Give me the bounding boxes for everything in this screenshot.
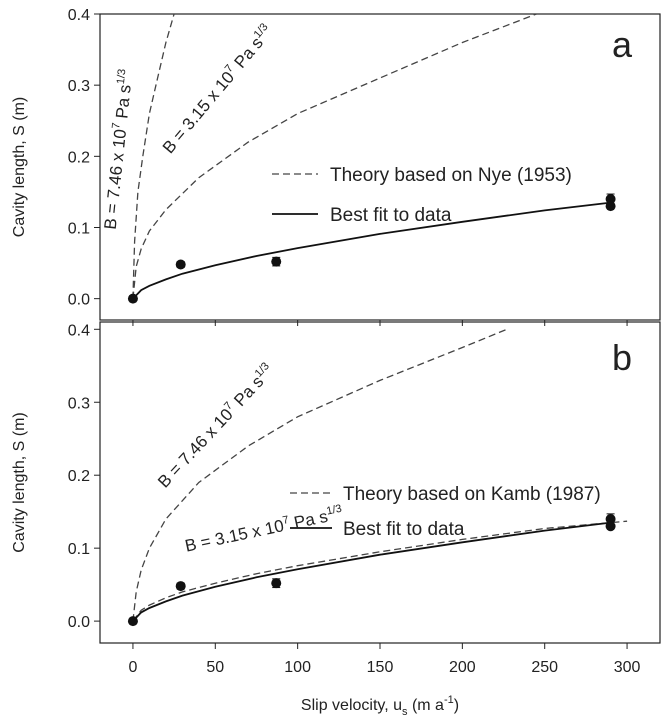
y-tick-label: 0.4 [68,7,90,24]
data-point [605,194,616,205]
annotation-exp: 1/3 [325,503,342,518]
curve-annotation: B = 7.46 x 107 Pa s1/3 [153,360,277,491]
data-point [175,259,186,270]
x-tick-label: 100 [284,659,311,676]
x-tick-label: 0 [128,659,137,676]
curve [132,14,537,299]
data-point [271,256,282,267]
x-axis-label-part: ) [454,697,459,714]
y-axis-label: Cavity length, S (m) [11,412,28,552]
panel: 0.0 0.1 0.2 0.3 0.4 Cavity length, S (m) a Theo… [11,7,661,326]
y-tick-label: 0.1 [68,220,90,237]
data-point [127,616,138,627]
x-tick-label: 300 [614,659,641,676]
curve [132,14,175,299]
legend-label: Theory based on Kamb (1987) [343,484,601,505]
y-tick-label: 0.2 [68,468,90,485]
x-tick-label: 50 [206,659,224,676]
x-axis-label-part: s [402,706,408,718]
data-point [605,521,616,532]
y-tick-label: 0.3 [68,78,90,95]
x-tick-label: 150 [367,659,394,676]
annotation-part: B = 3.15 x 10 [159,68,238,157]
annotation-exp: 7 [110,122,123,129]
data-point [605,513,616,524]
data-point [271,578,282,589]
x-axis-label-part: (m a [408,697,445,714]
curve [132,520,628,622]
y-tick-label: 0.0 [68,614,90,631]
data-point [127,293,138,304]
annotation-part: B = 7.46 x 10 [101,128,130,230]
annotation-part: B = 7.46 x 10 [154,405,237,492]
data-point [175,581,186,592]
legend-label: Theory based on Nye (1953) [330,165,572,186]
curve-annotation: B = 7.46 x 107 Pa s1/3 [100,68,137,230]
y-axis-label: Cavity length, S (m) [11,97,28,237]
y-tick-label: 0.4 [68,322,90,339]
legend-label: Best fit to data [330,205,452,226]
curve [132,328,508,622]
x-axis-label: Slip velocity, us (m a-1) [301,694,459,718]
y-tick-label: 0.3 [68,395,90,412]
curve-annotation: B = 3.15 x 107 Pa s1/3 [158,21,277,157]
annotation-part: Pa s [288,507,330,534]
x-tick-label: 200 [449,659,476,676]
legend-label: Best fit to data [343,519,465,540]
curve [132,201,611,300]
x-axis-label-part: Slip velocity, u [301,697,402,714]
panel-label: a [612,24,633,65]
annotation-exp: 1/3 [115,68,129,84]
y-tick-label: 0.2 [68,149,90,166]
panel-label: b [612,337,632,378]
curve-annotation: B = 3.15 x 107 Pa s1/3 [183,503,344,556]
y-tick-label: 0.1 [68,541,90,558]
data-point [605,201,616,212]
annotation-part: B = 3.15 x 10 [183,516,285,556]
annotation-exp: 7 [281,514,289,527]
panel: 0.0 0.1 0.2 0.3 0.4 0 50 100 150 200 250 300 Cavity … [11,321,661,718]
y-tick-label: 0.0 [68,292,90,309]
x-tick-label: 250 [531,659,558,676]
curve [132,521,611,622]
annotation-part: Pa s [112,84,135,125]
x-axis-label-part: -1 [444,694,454,706]
